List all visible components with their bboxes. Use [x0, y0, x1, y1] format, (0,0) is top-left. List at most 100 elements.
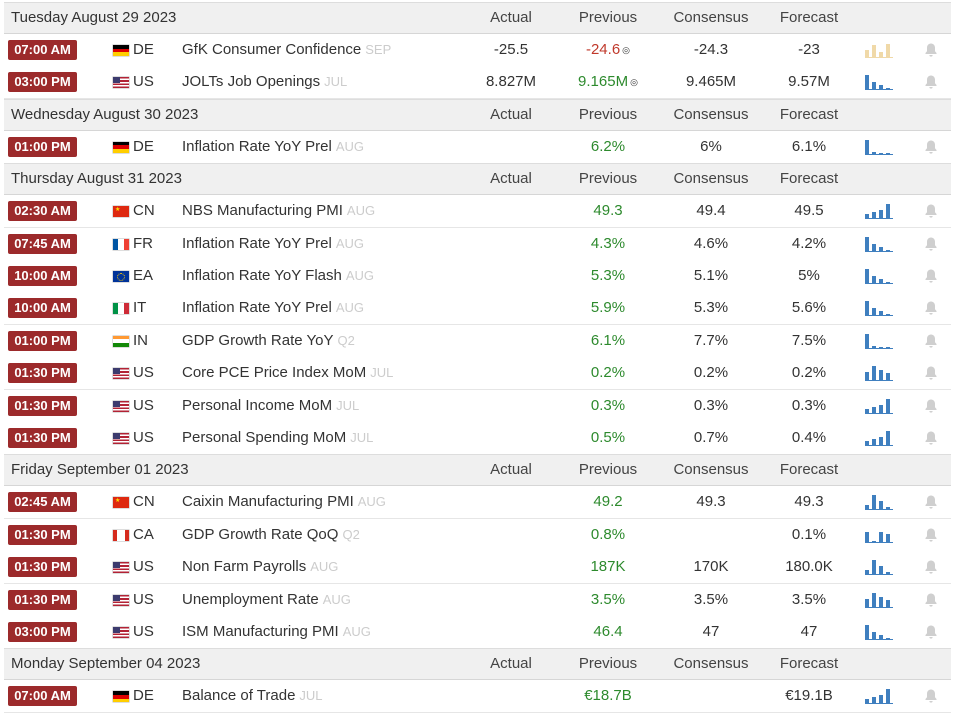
bell-icon[interactable] [923, 300, 939, 316]
event-name-cell[interactable]: Personal Spending MoM JUL [182, 422, 373, 453]
history-sparkline[interactable] [865, 139, 893, 155]
bell-icon[interactable] [923, 688, 939, 704]
bell-icon[interactable] [923, 42, 939, 58]
column-header-previous[interactable]: Previous [578, 9, 638, 26]
history-sparkline[interactable] [865, 268, 893, 284]
event-name-cell[interactable]: Personal Income MoM JUL [182, 390, 359, 421]
event-name[interactable]: Unemployment Rate [182, 590, 319, 608]
event-row[interactable]: 01:00 PM DE Inflation Rate YoY Prel AUG 6.2%… [4, 130, 951, 164]
bell-icon[interactable] [923, 203, 939, 219]
bell-icon[interactable] [923, 333, 939, 349]
event-row[interactable]: 07:00 AM DE Balance of Trade JUL €18.7B €19.1… [4, 680, 951, 714]
column-header-consensus[interactable]: Consensus [673, 461, 749, 479]
event-name-cell[interactable]: JOLTs Job Openings JUL [182, 66, 347, 97]
event-row[interactable]: 01:30 PM US Unemployment Rate AUG 3.5% 3.5% 3.… [4, 583, 951, 617]
column-header-actual[interactable]: Actual [490, 105, 532, 123]
event-name[interactable]: Personal Income MoM [182, 396, 333, 414]
history-sparkline[interactable] [865, 398, 893, 414]
event-name[interactable]: GDP Growth Rate YoY [182, 331, 334, 349]
column-header-forecast[interactable]: Forecast [779, 9, 839, 26]
column-header-previous[interactable]: Previous [578, 105, 638, 123]
event-name[interactable]: Inflation Rate YoY Prel [182, 299, 332, 317]
event-name-cell[interactable]: GDP Growth Rate QoQ Q2 [182, 519, 360, 550]
event-name[interactable]: GDP Growth Rate QoQ [182, 525, 339, 543]
event-name-cell[interactable]: GfK Consumer Confidence SEP [182, 34, 391, 65]
column-header-actual[interactable]: Actual [490, 9, 532, 26]
event-row[interactable]: 10:00 AM IT Inflation Rate YoY Prel AUG 5.9%… [4, 292, 951, 326]
event-row[interactable]: 03:00 PM US JOLTs Job Openings JUL 8.827M 9.1… [4, 66, 951, 100]
event-name-cell[interactable]: Inflation Rate YoY Prel AUG [182, 292, 364, 323]
event-name-cell[interactable]: NBS Manufacturing PMI AUG [182, 195, 375, 226]
column-header-consensus[interactable]: Consensus [673, 9, 749, 26]
event-row[interactable]: 01:30 PM US Personal Income MoM JUL 0.3% 0.3%… [4, 389, 951, 423]
event-name-cell[interactable]: GDP Growth Rate YoY Q2 [182, 325, 355, 356]
column-header-actual[interactable]: Actual [490, 655, 532, 673]
event-name-cell[interactable]: Core PCE Price Index MoM JUL [182, 357, 393, 388]
history-sparkline[interactable] [865, 333, 893, 349]
history-sparkline[interactable] [865, 300, 893, 317]
event-row[interactable]: 10:00 AM EA Inflation Rate YoY Flash AUG 5.3… [4, 260, 951, 293]
event-name[interactable]: Inflation Rate YoY Prel [182, 234, 332, 252]
event-name[interactable]: Non Farm Payrolls [182, 558, 307, 576]
history-sparkline[interactable] [865, 42, 893, 58]
event-name[interactable]: NBS Manufacturing PMI [182, 202, 343, 220]
history-sparkline[interactable] [865, 559, 893, 576]
event-row[interactable]: 01:30 PM US Core PCE Price Index MoM JUL 0.2… [4, 357, 951, 391]
event-name-cell[interactable]: Inflation Rate YoY Prel AUG [182, 131, 364, 162]
history-sparkline[interactable] [865, 592, 893, 608]
event-name-cell[interactable]: Inflation Rate YoY Flash AUG [182, 260, 374, 291]
event-row[interactable]: 03:00 PM US ISM Manufacturing PMI AUG 46.4 47… [4, 616, 951, 649]
event-name[interactable]: Inflation Rate YoY Prel [182, 137, 332, 155]
event-name[interactable]: Balance of Trade [182, 687, 296, 705]
bell-icon[interactable] [923, 268, 939, 284]
bell-icon[interactable] [923, 139, 939, 155]
column-header-actual[interactable]: Actual [490, 170, 532, 188]
event-name-cell[interactable]: ISM Manufacturing PMI AUG [182, 616, 371, 647]
bell-icon[interactable] [923, 624, 939, 640]
column-header-consensus[interactable]: Consensus [673, 105, 749, 123]
event-row[interactable]: 07:00 AM DE GfK Consumer Confidence SEP -25.… [4, 34, 951, 67]
event-name[interactable]: GfK Consumer Confidence [182, 41, 362, 58]
event-name[interactable]: Inflation Rate YoY Flash [182, 267, 342, 284]
bell-icon[interactable] [923, 236, 939, 252]
event-name[interactable]: ISM Manufacturing PMI [182, 623, 339, 640]
event-name-cell[interactable]: Balance of Trade JUL [182, 680, 323, 711]
column-header-forecast[interactable]: Forecast [779, 655, 839, 673]
history-sparkline[interactable] [865, 203, 893, 220]
history-sparkline[interactable] [865, 494, 893, 511]
event-name-cell[interactable]: Inflation Rate YoY Prel AUG [182, 228, 364, 259]
event-row[interactable]: 01:00 PM IN GDP Growth Rate YoY Q2 6.1% 7.7% 7… [4, 324, 951, 358]
column-header-forecast[interactable]: Forecast [779, 105, 839, 123]
history-sparkline[interactable] [865, 624, 893, 640]
column-header-forecast[interactable]: Forecast [779, 170, 839, 188]
column-header-forecast[interactable]: Forecast [779, 461, 839, 479]
bell-icon[interactable] [923, 365, 939, 381]
history-sparkline[interactable] [865, 688, 893, 705]
bell-icon[interactable] [923, 430, 939, 446]
event-row[interactable]: 01:30 PM US Non Farm Payrolls AUG 187K 170K 18… [4, 551, 951, 585]
bell-icon[interactable] [923, 494, 939, 510]
history-sparkline[interactable] [865, 527, 893, 543]
event-name[interactable]: JOLTs Job Openings [182, 73, 321, 91]
event-name-cell[interactable]: Non Farm Payrolls AUG [182, 551, 338, 582]
column-header-actual[interactable]: Actual [490, 461, 532, 479]
column-header-previous[interactable]: Previous [578, 461, 638, 479]
bell-icon[interactable] [923, 592, 939, 608]
history-sparkline[interactable] [865, 236, 893, 252]
column-header-previous[interactable]: Previous [578, 655, 638, 673]
event-name[interactable]: Personal Spending MoM [182, 429, 347, 446]
event-row[interactable]: 01:30 PM CA GDP Growth Rate QoQ Q2 0.8% 0.1% [4, 518, 951, 552]
column-header-previous[interactable]: Previous [578, 170, 638, 188]
column-header-consensus[interactable]: Consensus [673, 170, 749, 188]
event-row[interactable]: 07:45 AM FR Inflation Rate YoY Prel AUG 4.3%… [4, 227, 951, 261]
event-row[interactable]: 01:30 PM US Personal Spending MoM JUL 0.5% 0.… [4, 422, 951, 455]
bell-icon[interactable] [923, 74, 939, 90]
bell-icon[interactable] [923, 527, 939, 543]
history-sparkline[interactable] [865, 430, 893, 446]
event-name[interactable]: Caixin Manufacturing PMI [182, 493, 354, 511]
event-name[interactable]: Core PCE Price Index MoM [182, 364, 367, 382]
event-name-cell[interactable]: Caixin Manufacturing PMI AUG [182, 486, 386, 517]
history-sparkline[interactable] [865, 74, 893, 91]
